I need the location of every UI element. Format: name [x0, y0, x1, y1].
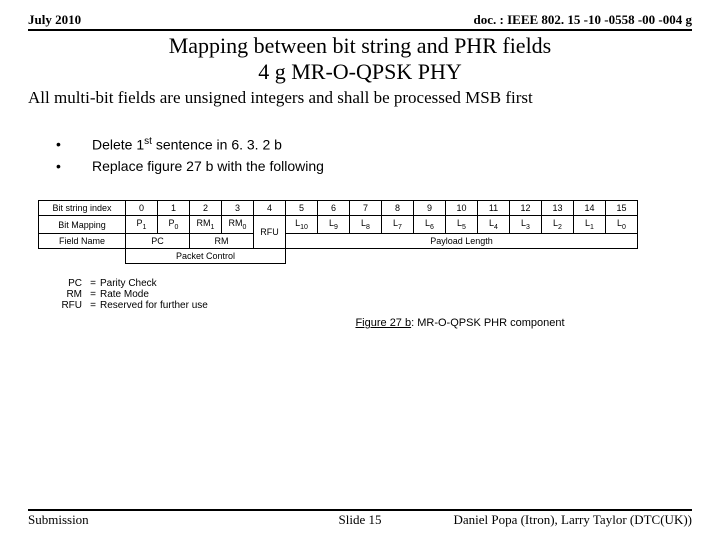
- title-line-2: 4 g MR-O-QPSK PHY: [28, 59, 692, 85]
- rfu-cell: RFU: [254, 216, 286, 249]
- bullet-1: • Delete 1st sentence in 6. 3. 2 b: [56, 136, 692, 153]
- table-row-fieldname: Field Name PC RM Payload Length: [39, 234, 638, 249]
- figure-caption: Figure 27 b: MR-O-QPSK PHR component: [228, 317, 692, 329]
- table-row-index: Bit string index 0 1 2 3 4 5 6 7 8 9 10 …: [39, 201, 638, 216]
- field-rm: RM: [190, 234, 254, 249]
- field-payload: Payload Length: [286, 234, 638, 249]
- bullet-2-text: Replace figure 27 b with the following: [92, 158, 324, 174]
- header-bar: July 2010 doc. : IEEE 802. 15 -10 -0558 …: [28, 12, 692, 31]
- header-docnum: doc. : IEEE 802. 15 -10 -0558 -00 -004 g: [474, 12, 692, 28]
- field-packet-control: Packet Control: [126, 249, 286, 264]
- phr-table: Bit string index 0 1 2 3 4 5 6 7 8 9 10 …: [38, 200, 638, 264]
- table-row-packetcontrol: Packet Control: [39, 249, 638, 264]
- header-date: July 2010: [28, 12, 81, 28]
- bullet-dot: •: [56, 158, 92, 174]
- title-line-1: Mapping between bit string and PHR field…: [28, 33, 692, 59]
- row-label-index: Bit string index: [39, 201, 126, 216]
- subheading: All multi-bit fields are unsigned intege…: [28, 88, 692, 108]
- row-label-fieldname: Field Name: [39, 234, 126, 249]
- row-label-mapping: Bit Mapping: [39, 216, 126, 234]
- footer-bar: Submission Slide 15 Daniel Popa (Itron),…: [28, 509, 692, 528]
- legend: PC=Parity Check RM=Rate Mode RFU=Reserve…: [52, 278, 692, 311]
- field-pc: PC: [126, 234, 190, 249]
- bullet-list: • Delete 1st sentence in 6. 3. 2 b • Rep…: [56, 136, 692, 175]
- bullet-1-text: Delete 1st sentence in 6. 3. 2 b: [92, 136, 282, 153]
- table-row-mapping: Bit Mapping P1 P0 RM1 RM0 RFU L10 L9 L8 …: [39, 216, 638, 234]
- bullet-dot: •: [56, 136, 92, 153]
- bullet-2: • Replace figure 27 b with the following: [56, 158, 692, 174]
- page-title: Mapping between bit string and PHR field…: [28, 33, 692, 86]
- footer-right: Daniel Popa (Itron), Larry Taylor (DTC(U…: [453, 512, 692, 528]
